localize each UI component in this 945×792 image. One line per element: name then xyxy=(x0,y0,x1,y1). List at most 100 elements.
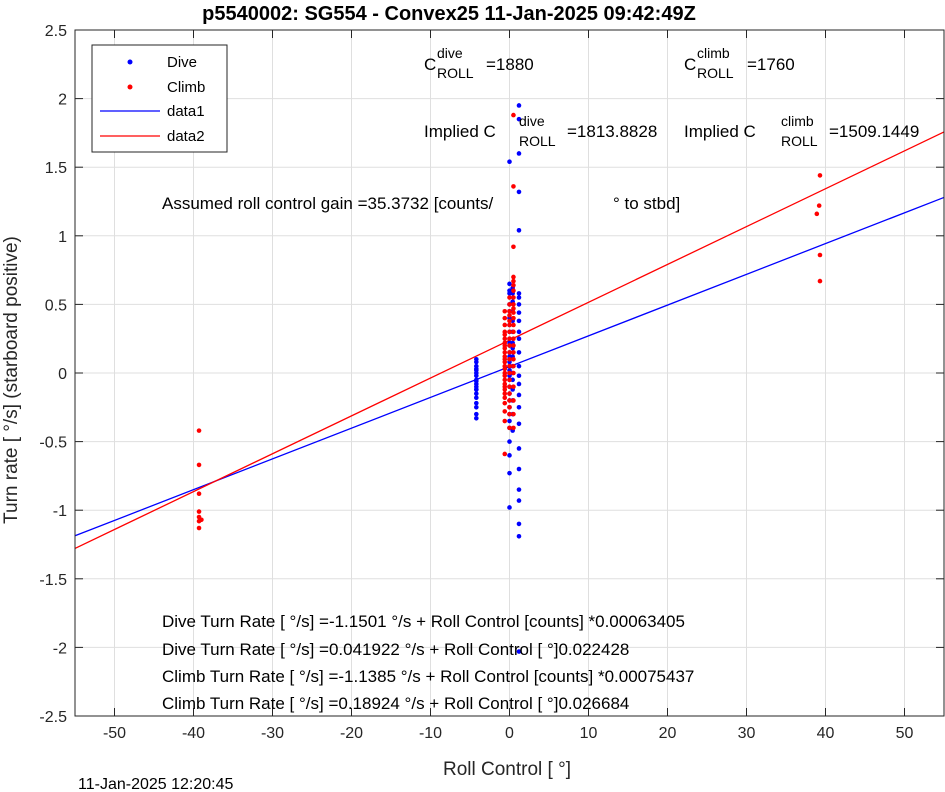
point-climb xyxy=(502,308,508,314)
legend-climb-label: Climb xyxy=(167,79,205,96)
x-tick-label: 30 xyxy=(738,725,756,742)
point-dive xyxy=(507,470,512,476)
point-dive xyxy=(516,336,522,342)
y-tick-label: 1 xyxy=(58,229,67,246)
point-climb xyxy=(507,295,512,300)
point-climb xyxy=(507,343,512,348)
point-climb xyxy=(502,359,508,365)
c-climb-annotation: C climb ROLL =1760 xyxy=(684,45,795,81)
x-tick-label: 20 xyxy=(659,725,677,742)
point-climb xyxy=(511,356,516,362)
point-climb xyxy=(507,336,512,342)
point-climb xyxy=(507,398,512,403)
point-dive xyxy=(516,373,522,379)
c-dive-value: =1880 xyxy=(486,55,534,74)
point-climb xyxy=(507,405,512,410)
point-dive xyxy=(516,649,522,654)
implied-dive-annotation: Implied C dive ROLL =1813.8828 xyxy=(424,113,657,149)
point-climb xyxy=(502,322,508,328)
legend-dive-marker xyxy=(127,59,133,65)
point-dive xyxy=(516,103,522,108)
point-climb xyxy=(196,428,202,433)
implied-dive-sup: dive xyxy=(519,113,545,129)
point-climb xyxy=(502,315,508,321)
y-tick-label: -2.5 xyxy=(39,709,67,726)
point-dive xyxy=(474,395,479,400)
x-tick-label: -10 xyxy=(419,725,442,742)
point-dive xyxy=(507,453,512,458)
point-dive xyxy=(516,350,522,355)
point-climb xyxy=(507,411,512,417)
implied-climb-prefix: Implied C xyxy=(684,122,756,141)
point-climb xyxy=(511,315,516,321)
point-climb xyxy=(507,318,512,324)
point-dive xyxy=(516,291,522,296)
point-climb xyxy=(511,350,516,355)
y-tick-label: 2.5 xyxy=(45,23,67,40)
x-tick-label: -30 xyxy=(261,725,284,742)
point-dive xyxy=(516,533,522,539)
x-tick-label: -40 xyxy=(182,725,205,742)
implied-dive-sub: ROLL xyxy=(519,133,556,149)
equation-dive-degrees: Dive Turn Rate [ °/s] =0.041922 °/s + Ro… xyxy=(162,640,629,659)
gain-text: Assumed roll control gain =35.3732 [coun… xyxy=(162,194,494,213)
c-climb-sub: ROLL xyxy=(697,65,734,81)
point-climb xyxy=(814,211,820,217)
point-climb xyxy=(507,302,512,307)
c-climb-value: =1760 xyxy=(747,55,795,74)
legend-data1-label: data1 xyxy=(167,103,205,120)
point-dive xyxy=(507,291,512,296)
point-climb xyxy=(511,295,516,300)
point-dive xyxy=(474,415,479,421)
point-climb xyxy=(507,356,512,362)
point-climb xyxy=(507,322,512,328)
point-dive xyxy=(507,281,512,287)
point-climb xyxy=(511,278,516,284)
implied-climb-sup: climb xyxy=(781,113,814,129)
point-dive xyxy=(474,400,479,406)
point-climb xyxy=(511,425,516,431)
y-tick-label: -2 xyxy=(53,640,67,657)
point-climb xyxy=(502,409,508,414)
point-climb xyxy=(511,398,516,403)
point-climb xyxy=(502,400,508,406)
point-dive xyxy=(516,189,522,195)
legend-box xyxy=(91,44,228,153)
point-climb xyxy=(196,491,202,497)
x-tick-label: -20 xyxy=(340,725,363,742)
point-climb xyxy=(511,302,516,307)
point-dive xyxy=(516,466,522,472)
point-climb xyxy=(196,509,202,514)
point-climb xyxy=(507,308,512,314)
point-climb xyxy=(511,112,516,118)
point-climb xyxy=(502,418,508,424)
point-dive xyxy=(507,505,512,510)
point-climb xyxy=(511,322,516,328)
point-climb xyxy=(196,525,202,531)
point-dive xyxy=(516,392,522,398)
point-climb xyxy=(511,244,516,250)
point-climb xyxy=(817,252,823,258)
point-climb xyxy=(502,451,508,457)
y-tick-label: 0.5 xyxy=(45,297,67,314)
point-climb xyxy=(502,387,508,392)
point-climb xyxy=(511,184,516,189)
implied-dive-prefix: Implied C xyxy=(424,122,496,141)
point-climb xyxy=(507,350,512,355)
point-climb xyxy=(511,288,516,293)
c-dive-sub: ROLL xyxy=(437,65,474,81)
point-climb xyxy=(817,278,823,284)
legend-dive-label: Dive xyxy=(167,54,197,71)
point-climb xyxy=(511,282,516,288)
point-climb xyxy=(511,411,516,417)
point-dive xyxy=(474,378,479,384)
equation-climb-counts: Climb Turn Rate [ °/s] =-1.1385 °/s + Ro… xyxy=(162,667,694,686)
point-climb xyxy=(507,313,512,318)
point-climb xyxy=(502,395,508,400)
c-climb-sup: climb xyxy=(697,45,730,61)
point-dive xyxy=(474,405,479,410)
ticks: -50 -40 -30 -20 -10 0 10 20 30 40 50-2.5-2-1.5-1-0… xyxy=(39,23,944,742)
gain-suffix: ° to stbd] xyxy=(613,194,680,213)
legend: Dive Climb data1 data2 xyxy=(91,44,228,153)
point-dive xyxy=(516,151,522,156)
